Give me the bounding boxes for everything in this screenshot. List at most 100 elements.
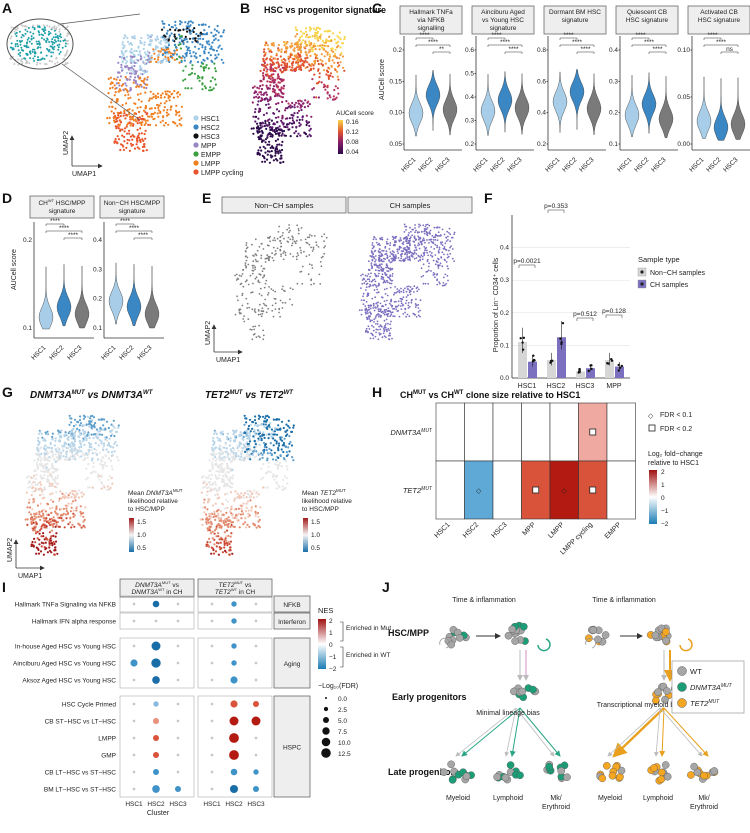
umap-e-noch-point [300, 231, 302, 233]
umap-e-ch-point [375, 331, 377, 334]
umap-a-point [208, 25, 211, 28]
umap-b-point [265, 70, 268, 73]
umap-b-point [297, 102, 300, 105]
umap-g-dnmt-point [98, 478, 101, 481]
umap-a-point [163, 38, 166, 42]
umap-e-ch-point [425, 228, 428, 231]
umap-a-point [217, 39, 220, 42]
umap-g-dnmt-point [54, 477, 57, 480]
umap-e-ch-point [377, 285, 379, 287]
umap-a-scatter [9, 20, 226, 152]
umap-e-ch-point [396, 288, 399, 290]
umap-b-point [329, 96, 332, 99]
umap-e-noch-point [293, 248, 295, 250]
umap-a-point [139, 92, 142, 95]
umap-e-noch-point [277, 296, 279, 298]
umap-b-point [325, 38, 328, 41]
umap-e-ch-point [407, 251, 410, 253]
umap-a-point [108, 105, 111, 108]
overview-point [18, 30, 21, 33]
umap-g-dnmt-point [63, 497, 66, 500]
umap-e-ch-point [417, 303, 420, 306]
umap-g-dnmt-point [77, 522, 80, 526]
legend-a-key-0 [193, 115, 199, 121]
umap-a-point [178, 61, 181, 64]
umap-e-ch-point [453, 233, 455, 236]
umap-a-point [126, 40, 130, 43]
umap-e-ch-point [398, 315, 401, 318]
umap-g-dnmt-point [105, 465, 108, 468]
umap-b-point [328, 59, 331, 63]
umap-e-noch-point [276, 247, 279, 250]
umap-b-point [264, 120, 267, 123]
umap-g-dnmt-point [31, 487, 34, 490]
umap-g-dnmt-point [109, 430, 112, 433]
umap-e-ch-point [409, 251, 412, 253]
panel-f-bar-3-0 [605, 360, 614, 378]
umap-g-dnmt-point [100, 440, 103, 443]
umap-a-point [175, 104, 178, 107]
umap-e-noch-point [260, 253, 262, 255]
umap-e-noch-point [252, 257, 254, 259]
umap-a-point [183, 56, 186, 59]
umap-g-dnmt-point [44, 541, 47, 544]
umap-e-noch-point [288, 224, 290, 226]
panel-d-facet-0-title-main: CH [38, 200, 48, 207]
umap-e-noch-point [307, 273, 310, 276]
umap-a-point [150, 54, 153, 57]
umap-e-noch-point [244, 255, 247, 258]
umap-a-y-label: UMAP2 [63, 131, 70, 155]
umap-e-ch-point [372, 329, 375, 332]
umap-b-point [270, 81, 273, 84]
overview-point [43, 38, 46, 41]
umap-e-ch-point [411, 298, 413, 301]
umap-g-dnmt-point [53, 542, 56, 546]
umap-b-point [326, 30, 329, 33]
umap-b-point [280, 64, 283, 67]
umap-a-point [138, 116, 141, 119]
panel-c-facet-1 [471, 5, 535, 35]
umap-g-dnmt-point [80, 445, 83, 448]
panel-f-pvalue-1: p=0.353 [544, 203, 568, 210]
umap-g-dnmt-point [53, 478, 56, 482]
panel-g-title-0-sup: MUT [72, 390, 86, 396]
umap-e-ch-point [368, 285, 371, 288]
umap-a-point [204, 33, 207, 36]
umap-e-noch-point [274, 305, 276, 307]
umap-b-point [266, 87, 269, 90]
umap-g-dnmt-point [63, 443, 66, 446]
zoom-ellipse [6, 18, 74, 70]
umap-a-point [146, 112, 149, 115]
umap-b-point [327, 74, 330, 77]
umap-a-point [117, 138, 121, 141]
umap-b-point [280, 154, 283, 157]
umap-b-point [281, 132, 284, 135]
umap-g-dnmt-point [37, 437, 40, 440]
umap-a-point [123, 130, 126, 133]
umap-e-noch-point [303, 231, 305, 233]
umap-e-ch-point [434, 276, 436, 279]
umap-a-point [152, 93, 155, 96]
panel-d-0-sig-2: **** [68, 232, 79, 239]
umap-e-noch-point [293, 260, 295, 262]
umap-a-point [180, 35, 183, 38]
panel-letter-f: F [484, 190, 493, 206]
panel-f-bars: 0.00.10.20.30.4HSC1p=0.0021HSC2p=0.353HS… [500, 203, 630, 390]
umap-b-point [273, 95, 277, 98]
umap-g-dnmt-point [115, 430, 119, 433]
umap-a-point [194, 52, 197, 55]
umap-a-point [144, 137, 147, 140]
umap-e-ch-point [400, 300, 403, 303]
umap-g-dnmt-point [105, 448, 108, 451]
umap-e-ch-point [386, 314, 389, 316]
umap-e-ch-point [378, 332, 381, 334]
umap-e-noch-point [312, 252, 314, 254]
overview-point [64, 54, 66, 57]
umap-a-point [173, 89, 176, 93]
umap-a-point [158, 104, 161, 107]
umap-b-point [312, 67, 315, 70]
overview-point [66, 62, 69, 64]
umap-e-ch-point [383, 300, 386, 302]
umap-e-ch-point [445, 240, 448, 243]
umap-e-ch-point [377, 264, 380, 267]
